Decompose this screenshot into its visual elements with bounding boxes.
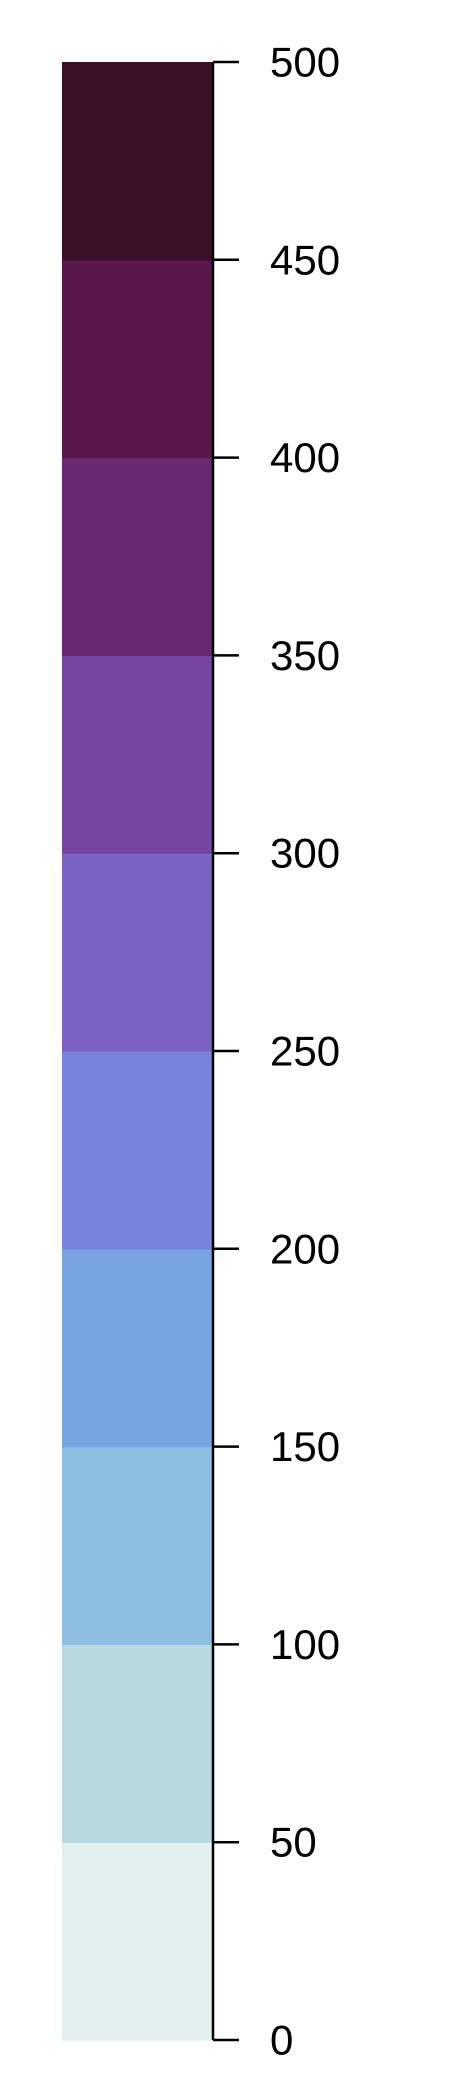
color-bin-200-250 xyxy=(62,1051,213,1250)
color-bin-150-200 xyxy=(62,1248,213,1448)
tick-label-350: 350 xyxy=(270,632,340,679)
tick-label-500: 500 xyxy=(270,39,340,86)
tick-label-400: 400 xyxy=(270,434,340,481)
color-bin-450-500 xyxy=(62,62,213,261)
color-bins xyxy=(62,62,213,2041)
color-bin-250-300 xyxy=(62,853,213,1052)
color-bin-300-350 xyxy=(62,655,213,854)
tick-label-0: 0 xyxy=(270,2017,293,2064)
tick-label-450: 450 xyxy=(270,236,340,283)
tick-label-200: 200 xyxy=(270,1225,340,1272)
value-axis: 0 50 100 150 200 250 300 350 400 450 500 xyxy=(211,39,340,2064)
tick-label-250: 250 xyxy=(270,1028,340,1075)
tick-label-50: 50 xyxy=(270,1819,317,1866)
color-bin-100-150 xyxy=(62,1446,213,1645)
tick-label-300: 300 xyxy=(270,830,340,877)
tick-label-100: 100 xyxy=(270,1621,340,1668)
color-bin-50-100 xyxy=(62,1644,213,1843)
tick-label-150: 150 xyxy=(270,1423,340,1470)
color-bin-350-400 xyxy=(62,457,213,656)
color-bin-0-50 xyxy=(62,1842,213,2041)
color-bin-400-450 xyxy=(62,259,213,459)
